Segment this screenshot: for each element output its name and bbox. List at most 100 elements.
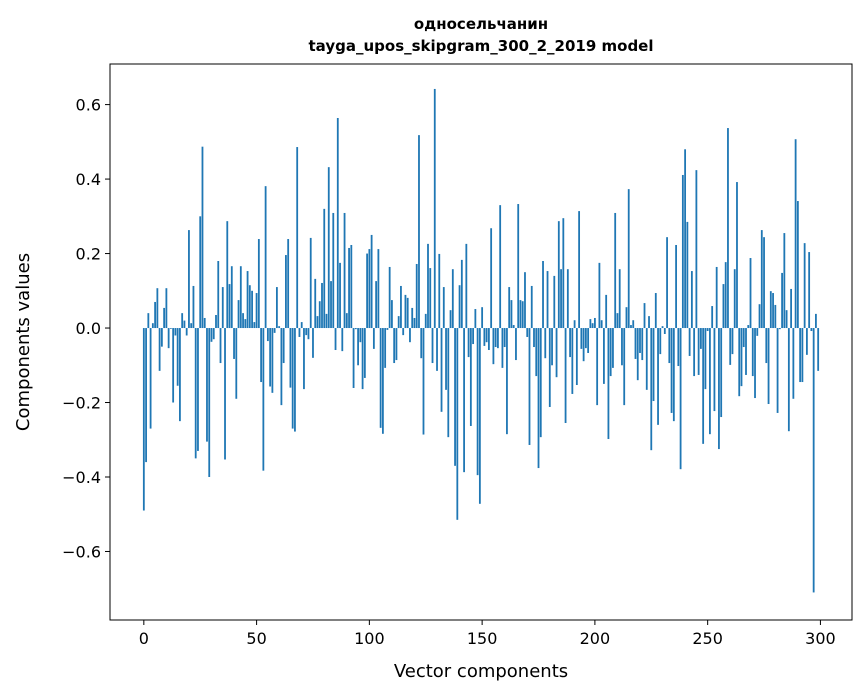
bar (345, 313, 348, 329)
bar (336, 117, 339, 329)
bar (697, 328, 700, 375)
bar (785, 310, 788, 329)
bar (542, 261, 544, 329)
bar (494, 328, 497, 348)
x-tick-label: 250 (692, 629, 723, 648)
chart-title-line-1: односельчанин (414, 15, 548, 33)
bar (799, 328, 802, 383)
bar (194, 328, 197, 459)
bars-group (142, 88, 820, 593)
bar (603, 328, 605, 384)
bar (745, 328, 747, 375)
bar (244, 319, 247, 329)
bar (239, 266, 242, 329)
bar (397, 316, 400, 329)
bar (774, 304, 777, 329)
bar (323, 208, 326, 329)
bar (681, 174, 684, 329)
bar (526, 328, 529, 337)
bar (699, 328, 702, 349)
bar (197, 328, 199, 451)
bar (334, 328, 337, 351)
bar (404, 294, 407, 329)
bar (224, 328, 226, 460)
bar (787, 328, 790, 432)
bar (176, 328, 179, 386)
bar (521, 301, 524, 329)
bar (463, 328, 465, 473)
y-tick-label: 0.6 (76, 96, 101, 115)
bar (411, 307, 414, 329)
bar (235, 328, 238, 399)
bar (693, 328, 696, 377)
bar (298, 328, 301, 337)
y-tick-label: 0.0 (76, 319, 101, 338)
bar (711, 306, 714, 329)
bar (208, 328, 211, 477)
bar (291, 328, 294, 429)
bar (817, 328, 820, 371)
bar (607, 328, 610, 440)
bar (327, 167, 330, 329)
bar (537, 328, 540, 469)
bar (616, 313, 619, 329)
bar (154, 301, 157, 329)
bar (309, 237, 312, 329)
bar (305, 328, 308, 336)
bar (269, 328, 272, 387)
bar (474, 309, 477, 329)
bar (657, 328, 659, 425)
bar (406, 297, 409, 329)
bar (772, 293, 774, 329)
bar (679, 328, 682, 470)
bar (510, 300, 513, 329)
bar (535, 328, 538, 377)
bar (251, 290, 253, 329)
bar (438, 253, 441, 329)
bar (395, 328, 398, 361)
bar (575, 328, 578, 386)
bar (524, 272, 526, 329)
bar (228, 284, 231, 329)
bar (598, 262, 601, 329)
bar (400, 285, 402, 329)
bar (307, 328, 310, 340)
bar (733, 269, 736, 329)
bar (230, 266, 233, 329)
bar (702, 328, 705, 444)
bar (465, 243, 468, 329)
bar (553, 275, 556, 329)
bar (645, 328, 648, 390)
bar (578, 211, 581, 329)
bar (808, 252, 811, 329)
bar (219, 328, 222, 364)
bar (273, 328, 276, 333)
bar (379, 328, 382, 428)
bar (483, 328, 486, 346)
bar (810, 328, 813, 332)
bar (756, 328, 759, 336)
bar (686, 221, 689, 329)
bar (377, 249, 380, 329)
x-tick-label: 0 (139, 629, 149, 648)
bar (555, 328, 558, 378)
bar (199, 216, 202, 329)
bar (424, 313, 427, 329)
bar (499, 205, 502, 329)
bar (264, 186, 267, 329)
bar (201, 146, 204, 329)
bar (233, 328, 235, 359)
bar (754, 328, 756, 399)
y-tick-label: −0.2 (62, 394, 101, 413)
bar (684, 149, 687, 329)
bar (749, 258, 752, 329)
chart-title-line-2: tayga_upos_skipgram_300_2_2019 model (309, 37, 654, 55)
bar (720, 328, 723, 418)
bar (709, 328, 711, 435)
bar (596, 328, 599, 406)
bar (506, 328, 508, 435)
bar (668, 328, 671, 364)
bar (260, 328, 263, 383)
bar (343, 212, 346, 329)
bar (321, 282, 323, 329)
